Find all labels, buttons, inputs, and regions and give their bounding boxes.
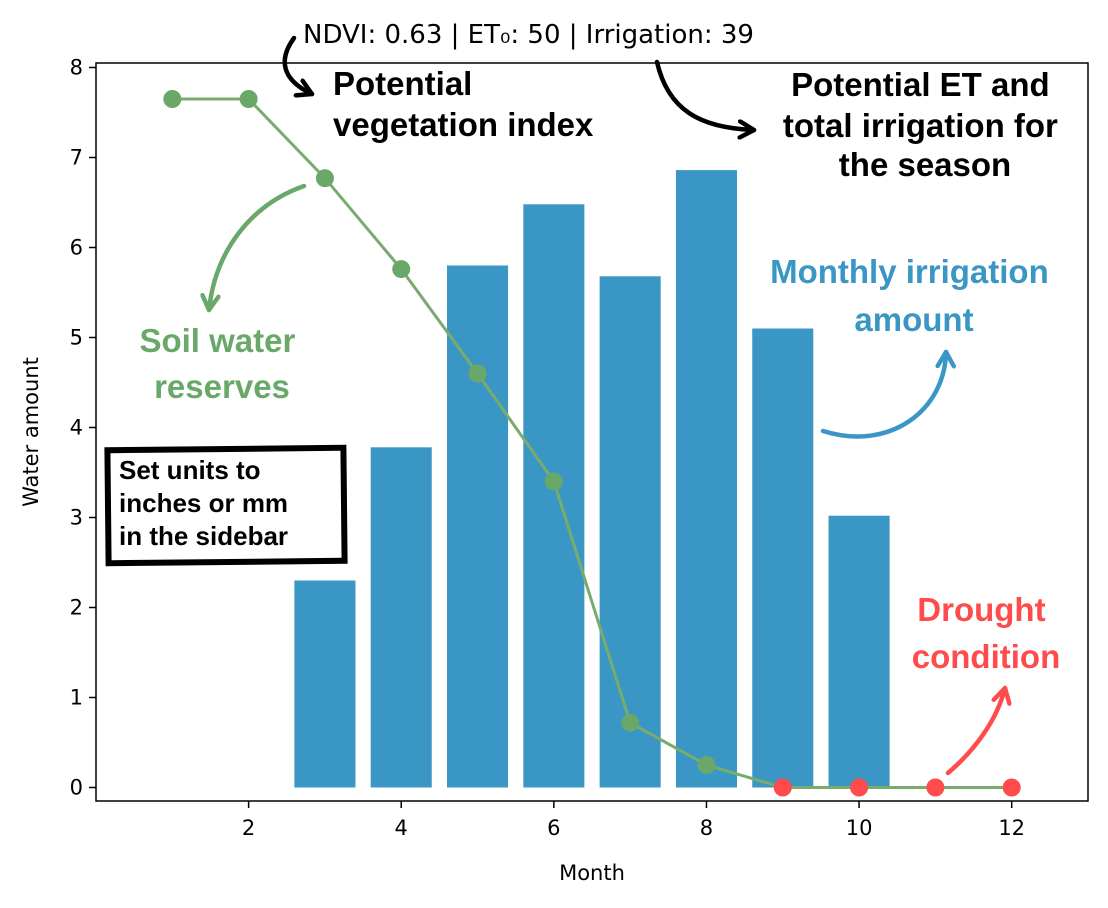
header-stats: NDVI: 0.63 | ET₀: 50 | Irrigation: 39	[303, 20, 754, 50]
et-arrow	[654, 59, 757, 130]
y-tick-label: 0	[70, 776, 83, 800]
vegetation-arrow	[282, 35, 315, 94]
irrigation-bar	[599, 276, 661, 788]
x-tick-label: 12	[998, 816, 1025, 840]
x-tick-label: 4	[395, 816, 408, 840]
soil-water-point	[163, 90, 182, 108]
drought-point	[1002, 778, 1021, 797]
et-label: Potential ET and total irrigation for th…	[783, 66, 1067, 183]
y-tick-label: 1	[70, 686, 83, 710]
x-tick-label: 6	[547, 816, 560, 840]
drought-point	[850, 778, 869, 797]
irrigation-bar	[675, 170, 737, 788]
soil-label: Soil water reserves	[139, 322, 304, 405]
bars-layer	[294, 170, 890, 788]
x-ticks: 2 4 6 8 10 12	[242, 801, 1025, 840]
y-ticks: 0 1 2 3 4 5 6 7 8	[70, 56, 96, 800]
irrigation-bar	[752, 328, 814, 788]
soil-water-line	[172, 97, 1012, 789]
drought-label: Drought condition	[912, 591, 1060, 675]
irrigation-bar	[447, 265, 509, 788]
plot-frame	[95, 62, 1089, 802]
x-tick-label: 8	[700, 816, 713, 840]
soil-arrow	[209, 183, 307, 313]
y-tick-label: 2	[70, 596, 83, 620]
irrigation-bar	[370, 447, 432, 788]
soil-water-point	[544, 472, 563, 491]
x-tick-label: 10	[846, 816, 873, 840]
y-tick-label: 3	[70, 506, 83, 530]
irrigation-bar	[523, 204, 585, 788]
soil-line-layer	[172, 97, 1012, 789]
vegetation-label: Potential vegetation index	[333, 65, 594, 143]
irrigation-label: Monthly irrigation amount	[770, 253, 1058, 338]
irrigation-arrow	[820, 349, 946, 439]
y-axis-title: Water amount	[19, 357, 43, 507]
irrigation-bar	[294, 580, 356, 788]
units-note-box	[104, 444, 348, 567]
y-tick-label: 6	[70, 236, 83, 260]
soil-water-point	[239, 90, 258, 108]
y-tick-label: 4	[70, 416, 83, 440]
x-axis-title: Month	[559, 861, 625, 885]
soil-water-point	[468, 364, 487, 383]
drought-point	[773, 778, 792, 797]
soil-water-point	[621, 713, 640, 732]
soil-water-point	[697, 756, 716, 774]
y-tick-label: 7	[70, 146, 83, 170]
units-note-text: Set units to inches or mm in the sidebar	[119, 455, 295, 551]
soil-water-point	[315, 169, 334, 188]
y-tick-label: 5	[70, 326, 83, 350]
drought-point	[926, 778, 945, 797]
soil-points-layer	[163, 90, 1021, 797]
irrigation-bar	[828, 515, 890, 788]
y-tick-label: 8	[70, 56, 83, 80]
x-tick-label: 2	[242, 816, 255, 840]
drought-arrow	[945, 685, 1005, 776]
soil-water-point	[392, 260, 411, 279]
